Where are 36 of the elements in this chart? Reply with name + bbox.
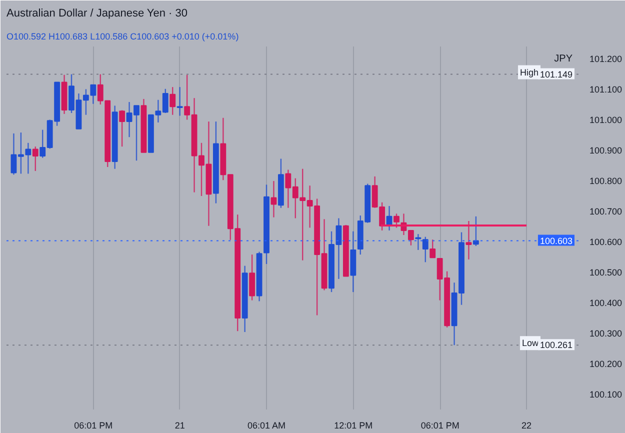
y-tick-label: 100.600: [590, 237, 622, 248]
annotation: 100.603: [540, 236, 573, 246]
ref-line-label: Low: [522, 338, 539, 348]
y-tick-label: 100.300: [590, 328, 622, 339]
ref-line-label: High: [520, 67, 539, 78]
annotation: JPY: [554, 54, 573, 64]
candlestick: [270, 180, 277, 218]
y-tick-label: 100.500: [590, 268, 622, 278]
candlestick: [249, 254, 256, 301]
y-tick-label: 100.100: [590, 390, 622, 400]
y-tick-label: 100.400: [590, 298, 622, 308]
candlestick: [430, 238, 436, 258]
candlestick: [176, 86, 183, 116]
chart-subtitle: O100.592 H100.683 L100.586 C100.603 +0.010 (+0.01%): [6, 32, 239, 42]
chart-title: Australian Dollar / Japanese Yen · 30: [6, 8, 188, 20]
candlestick: [466, 220, 472, 260]
y-tick-label: 101.200: [590, 54, 622, 64]
candlestick: [422, 236, 428, 263]
y-tick-label: 101.100: [590, 84, 622, 95]
annotation: 100.261: [540, 340, 573, 350]
annotation: 101.149: [540, 69, 573, 80]
x-tick-label: 06:01 PM: [74, 420, 113, 430]
y-tick-label: 100.900: [590, 146, 622, 156]
x-tick-label: 12:01 PM: [334, 420, 373, 430]
x-tick-label: 06:01 PM: [420, 420, 460, 430]
x-tick-label: 22: [521, 420, 532, 430]
x-tick-label: 06:01 AM: [247, 420, 286, 430]
y-tick-label: 100.200: [590, 359, 622, 370]
candlestick: [170, 86, 176, 116]
x-tick-label: 21: [174, 420, 185, 430]
y-tick-label: 100.700: [590, 206, 622, 217]
candlestick: [394, 213, 400, 228]
candlestick: [32, 146, 38, 172]
y-tick-label: 101.000: [590, 115, 622, 126]
candlestick: [119, 110, 126, 148]
y-tick-label: 100.800: [590, 176, 622, 186]
